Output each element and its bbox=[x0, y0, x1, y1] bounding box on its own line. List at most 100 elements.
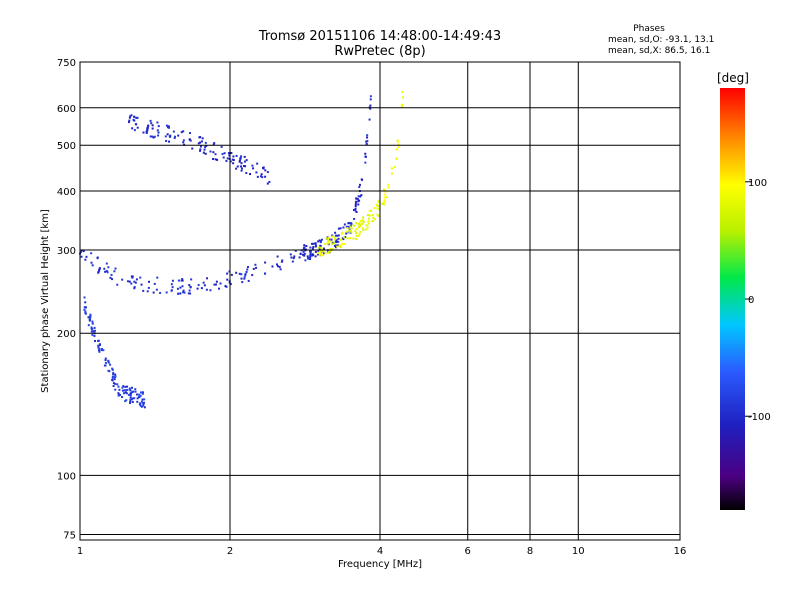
echo-point bbox=[238, 272, 241, 275]
echo-point bbox=[361, 227, 364, 230]
echo-point bbox=[324, 252, 327, 255]
echo-point bbox=[111, 278, 114, 281]
echo-point bbox=[125, 399, 128, 402]
echo-point bbox=[278, 265, 281, 268]
echo-point bbox=[134, 123, 137, 126]
echo-point bbox=[346, 227, 349, 230]
echo-point bbox=[294, 249, 297, 252]
echo-point bbox=[324, 237, 327, 240]
echo-point bbox=[245, 270, 248, 273]
echo-point bbox=[276, 255, 279, 258]
echo-point bbox=[358, 225, 361, 228]
echo-point bbox=[218, 287, 221, 290]
echo-point bbox=[121, 278, 124, 281]
echo-point bbox=[326, 241, 329, 244]
echo-point bbox=[324, 242, 327, 245]
echo-point bbox=[84, 306, 87, 309]
y-axis-ticks: 75 100 200 300 400 500 600 750 bbox=[57, 58, 76, 541]
echo-point bbox=[365, 224, 368, 227]
echo-point bbox=[276, 265, 279, 268]
echo-point bbox=[235, 271, 238, 274]
echo-point bbox=[377, 199, 380, 202]
x-tick-label: 10 bbox=[572, 546, 585, 557]
echo-point bbox=[231, 158, 234, 161]
echo-point bbox=[330, 240, 333, 243]
echo-point bbox=[140, 400, 143, 403]
echo-point bbox=[213, 283, 216, 286]
echo-point bbox=[112, 371, 115, 374]
echo-point bbox=[181, 285, 184, 288]
echo-point bbox=[179, 292, 182, 295]
echo-point bbox=[199, 148, 202, 151]
echo-point bbox=[319, 250, 322, 253]
echo-point bbox=[136, 126, 139, 129]
echo-point bbox=[141, 401, 144, 404]
y-tick-label: 75 bbox=[63, 530, 76, 541]
echo-point bbox=[133, 287, 136, 290]
echo-point bbox=[318, 239, 321, 242]
echo-point bbox=[114, 267, 117, 270]
echo-point bbox=[129, 389, 132, 392]
echo-point bbox=[330, 238, 333, 241]
echo-point bbox=[357, 195, 360, 198]
echo-point bbox=[142, 403, 145, 406]
echo-point bbox=[370, 209, 373, 212]
echo-point bbox=[223, 152, 226, 155]
echo-point bbox=[263, 272, 266, 275]
echo-point bbox=[238, 160, 241, 163]
echo-point bbox=[320, 252, 323, 255]
echo-point bbox=[219, 282, 222, 285]
echo-point bbox=[98, 350, 101, 353]
echo-point bbox=[387, 183, 390, 186]
y-tick-label: 300 bbox=[57, 246, 76, 257]
echo-point bbox=[401, 90, 404, 93]
echo-point bbox=[336, 245, 339, 248]
echo-point bbox=[171, 286, 174, 289]
echo-point bbox=[181, 277, 184, 280]
echo-point bbox=[141, 392, 144, 395]
echo-point bbox=[349, 222, 352, 225]
echo-point bbox=[153, 282, 156, 285]
echo-point bbox=[342, 226, 345, 229]
echo-point bbox=[260, 173, 263, 176]
echo-point bbox=[322, 250, 325, 253]
x-tick-label: 2 bbox=[227, 546, 233, 557]
echo-point bbox=[362, 216, 365, 219]
echo-point bbox=[291, 260, 294, 263]
echo-point bbox=[336, 234, 339, 237]
echo-point bbox=[140, 391, 143, 394]
echo-point bbox=[130, 275, 133, 278]
echo-point bbox=[339, 238, 342, 241]
echo-point bbox=[365, 140, 368, 143]
echo-point bbox=[240, 169, 243, 172]
echo-point bbox=[227, 152, 230, 155]
echo-point bbox=[311, 247, 314, 250]
colorbar-tick-label: -100 bbox=[748, 412, 771, 423]
echo-point bbox=[155, 288, 158, 291]
echo-point bbox=[101, 348, 104, 351]
echo-point bbox=[91, 327, 94, 330]
echo-point bbox=[114, 388, 117, 391]
echo-point bbox=[148, 280, 151, 283]
echo-point bbox=[151, 124, 154, 127]
echo-point bbox=[316, 252, 319, 255]
echo-point bbox=[358, 186, 361, 189]
echo-point bbox=[182, 289, 185, 292]
echo-point bbox=[320, 238, 323, 241]
echo-point bbox=[337, 240, 340, 243]
echo-point bbox=[244, 274, 247, 277]
echo-point bbox=[251, 164, 254, 167]
echo-point bbox=[354, 207, 357, 210]
echo-point bbox=[91, 330, 94, 333]
echo-point bbox=[376, 213, 379, 216]
echo-point bbox=[298, 256, 301, 259]
echo-point bbox=[249, 173, 252, 176]
echo-point bbox=[130, 114, 133, 117]
echo-point bbox=[91, 320, 94, 323]
x-tick-label: 1 bbox=[77, 546, 83, 557]
colorbar-tick-label: 100 bbox=[748, 178, 767, 189]
echo-point bbox=[303, 246, 306, 249]
echo-point bbox=[348, 237, 351, 240]
echo-point bbox=[381, 202, 384, 205]
echo-point bbox=[357, 223, 360, 226]
